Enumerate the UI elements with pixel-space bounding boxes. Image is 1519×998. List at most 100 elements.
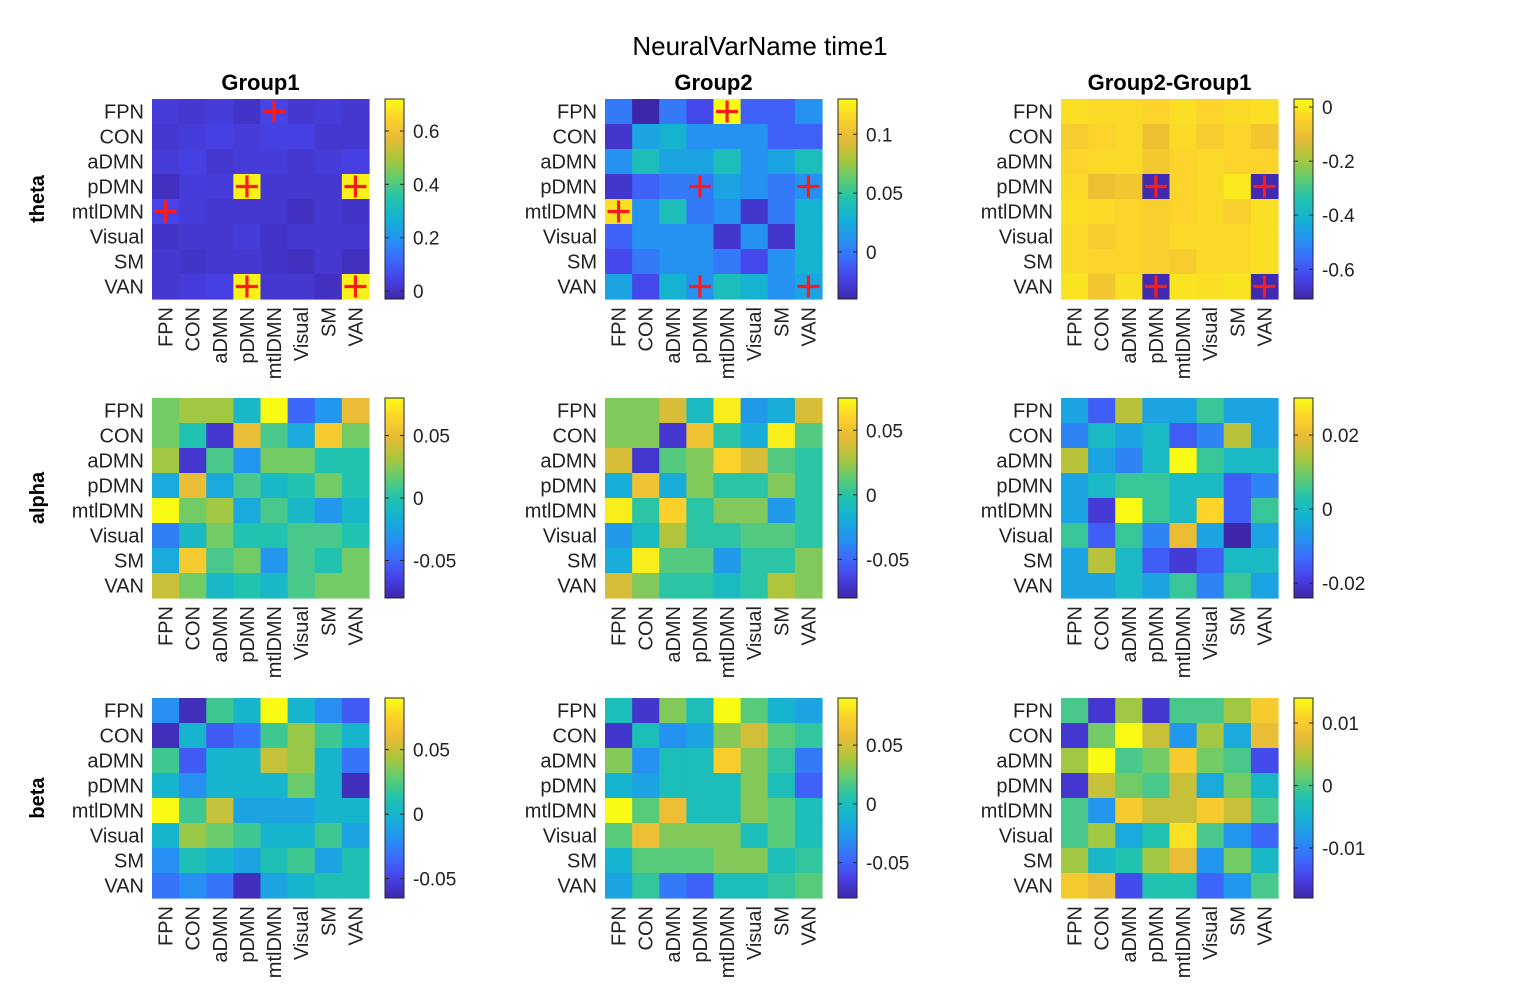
colorbar-tick-label: 0.6	[413, 122, 439, 143]
x-tick-label: aDMN	[663, 606, 685, 663]
heatmap-cell	[1250, 798, 1279, 824]
heatmap-cell	[794, 523, 823, 549]
heatmap-cell	[713, 448, 742, 474]
heatmap-cell	[1250, 249, 1279, 275]
heatmap-cell	[152, 698, 180, 724]
heatmap-cell	[179, 548, 207, 574]
x-tick-label: aDMN	[663, 307, 685, 364]
y-tick-label: pDMN	[996, 177, 1053, 199]
heatmap-cell	[1061, 723, 1089, 749]
y-tick-label: aDMN	[996, 451, 1053, 473]
heatmap-cell	[767, 573, 796, 599]
heatmap-cell	[1250, 398, 1279, 424]
y-tick-label: Visual	[543, 526, 597, 548]
y-tick-label: Visual	[90, 227, 144, 249]
heatmap-cell	[1088, 423, 1116, 449]
heatmap-cell	[740, 848, 769, 874]
heatmap-cell	[659, 224, 687, 250]
x-tick-label: Visual	[291, 906, 313, 960]
heatmap-cell	[740, 174, 769, 200]
y-tick-label: aDMN	[540, 751, 597, 773]
heatmap-cell	[287, 398, 316, 424]
y-tick-label: SM	[1023, 851, 1053, 873]
heatmap-cell	[1061, 224, 1089, 250]
heatmap-cell	[740, 423, 769, 449]
heatmap-cell	[659, 698, 687, 724]
heatmap-cell	[794, 748, 823, 774]
heatmap-cell	[1088, 249, 1116, 275]
heatmap-cell	[632, 174, 660, 200]
colorbar-alpha-group1: 0.05 0 -0.05	[384, 397, 456, 599]
heatmap-cell	[740, 249, 769, 275]
heatmap-cell	[686, 723, 715, 749]
heatmap-cell	[1223, 823, 1252, 849]
y-tick-label: mtlDMN	[525, 801, 597, 823]
heatmap-cell	[740, 149, 769, 175]
x-tick-label: FPN	[609, 606, 631, 646]
heatmap-cell	[740, 99, 769, 125]
heatmap-cell	[1223, 473, 1252, 499]
heatmap-cell	[233, 798, 262, 824]
row-label-alpha: alpha	[27, 471, 49, 524]
heatmap-cell	[287, 448, 316, 474]
heatmap-cell	[1061, 473, 1089, 499]
heatmap-cell	[659, 548, 687, 574]
heatmap-cell	[1196, 124, 1225, 150]
heatmap-cell	[605, 698, 633, 724]
heatmap-cell	[179, 573, 207, 599]
heatmap-cell	[233, 99, 262, 125]
y-tick-label: mtlDMN	[72, 801, 144, 823]
heatmap-cell	[341, 748, 370, 774]
y-tick-label: VAN	[557, 576, 597, 598]
heatmap-cell	[740, 723, 769, 749]
heatmap-cell	[260, 698, 289, 724]
heatmap-cell	[605, 773, 633, 799]
heatmap-cell	[605, 274, 633, 300]
heatmap-cell	[794, 249, 823, 275]
heatmap-cell	[1250, 124, 1279, 150]
heatmap-cell	[1115, 723, 1143, 749]
heatmap-cell	[287, 748, 316, 774]
heatmap-cell	[767, 723, 796, 749]
x-tick-label: CON	[636, 906, 658, 950]
significance-marker	[1144, 275, 1167, 298]
y-tick-label: CON	[1009, 426, 1053, 448]
heatmap-cell	[1250, 523, 1279, 549]
x-tick-label: FPN	[156, 906, 178, 946]
heatmap-cell	[314, 798, 343, 824]
colorbar-tick-label: -0.02	[1322, 574, 1365, 595]
heatmap-cell	[794, 423, 823, 449]
heatmap-cell	[767, 523, 796, 549]
significance-marker	[344, 175, 367, 198]
heatmap-cell	[794, 573, 823, 599]
heatmap-cell	[740, 523, 769, 549]
heatmap-cell	[314, 748, 343, 774]
heatmap-cell	[1061, 199, 1089, 225]
y-tick-label: FPN	[1013, 102, 1053, 124]
heatmap-cell	[260, 174, 289, 200]
y-tick-label: pDMN	[87, 476, 144, 498]
heatmap-cell	[1250, 548, 1279, 574]
heatmap-cell	[152, 124, 180, 150]
heatmap-cell	[659, 199, 687, 225]
x-tick-label: CON	[183, 606, 205, 650]
heatmap-cell	[341, 224, 370, 250]
heatmap-cell	[1223, 398, 1252, 424]
heatmap-cell	[659, 149, 687, 175]
heatmap-cell	[1115, 823, 1143, 849]
heatmap-cell	[659, 274, 687, 300]
heatmap-cell	[287, 848, 316, 874]
heatmap-cell	[767, 473, 796, 499]
x-tick-label: CON	[1092, 606, 1114, 650]
x-tick-label: CON	[183, 307, 205, 351]
heatmap-cell	[341, 99, 370, 125]
heatmap-cell	[1142, 873, 1171, 899]
heatmap-cell	[1142, 848, 1171, 874]
colorbar-tick-label: 0	[413, 805, 424, 826]
x-tick-label: VAN	[345, 307, 367, 347]
heatmap-cell	[314, 423, 343, 449]
heatmap-cell	[605, 124, 633, 150]
colorbar-theta-group2: 0 0.05 0.1	[837, 98, 903, 300]
heatmap-cell	[1115, 224, 1143, 250]
heatmap-cell	[1115, 523, 1143, 549]
